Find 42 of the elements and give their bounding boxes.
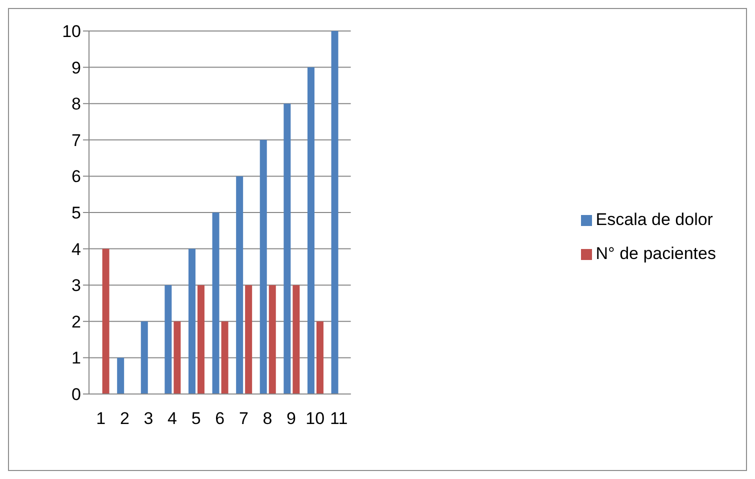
bar <box>331 31 338 394</box>
y-tick-label: 8 <box>72 94 81 114</box>
bar <box>284 104 291 394</box>
bar <box>236 176 244 394</box>
y-tick-label: 7 <box>72 130 81 150</box>
bar <box>260 140 267 394</box>
x-tick-label: 7 <box>238 409 248 428</box>
bar <box>316 321 324 394</box>
bar <box>292 285 300 394</box>
x-tick-label: 2 <box>120 409 130 428</box>
y-tick-label: 6 <box>72 167 81 186</box>
bar <box>221 321 228 394</box>
y-tick-label: 5 <box>72 204 81 223</box>
x-tick-label: 5 <box>191 409 201 428</box>
x-tick-label: 4 <box>168 409 178 428</box>
y-tick-label: 10 <box>62 22 81 42</box>
bar <box>245 285 252 394</box>
bar <box>307 67 314 394</box>
bar <box>102 248 110 394</box>
y-tick-label: 4 <box>72 240 81 259</box>
y-tick-label: 9 <box>72 58 81 78</box>
bar <box>212 212 220 394</box>
bar <box>140 321 148 394</box>
x-tick-label: 11 <box>330 409 348 428</box>
x-tick-label: 3 <box>144 409 154 428</box>
y-tick-label: 2 <box>72 312 81 332</box>
legend-label: N° de pacientes <box>596 244 716 262</box>
y-tick-label: 3 <box>72 276 81 296</box>
x-tick-label: 6 <box>215 409 225 428</box>
bar <box>164 285 172 394</box>
bar <box>174 321 181 394</box>
y-tick-label: 1 <box>72 348 81 368</box>
legend-label: Escala de dolor <box>596 210 713 228</box>
bar <box>188 248 196 394</box>
y-tick-label: 0 <box>72 385 81 404</box>
bar <box>117 358 124 394</box>
bar <box>197 285 204 394</box>
bar <box>268 285 276 394</box>
x-tick-label: 9 <box>286 409 296 428</box>
x-tick-label: 1 <box>96 409 106 428</box>
x-tick-label: 10 <box>306 409 325 428</box>
x-tick-label: 8 <box>262 409 272 428</box>
